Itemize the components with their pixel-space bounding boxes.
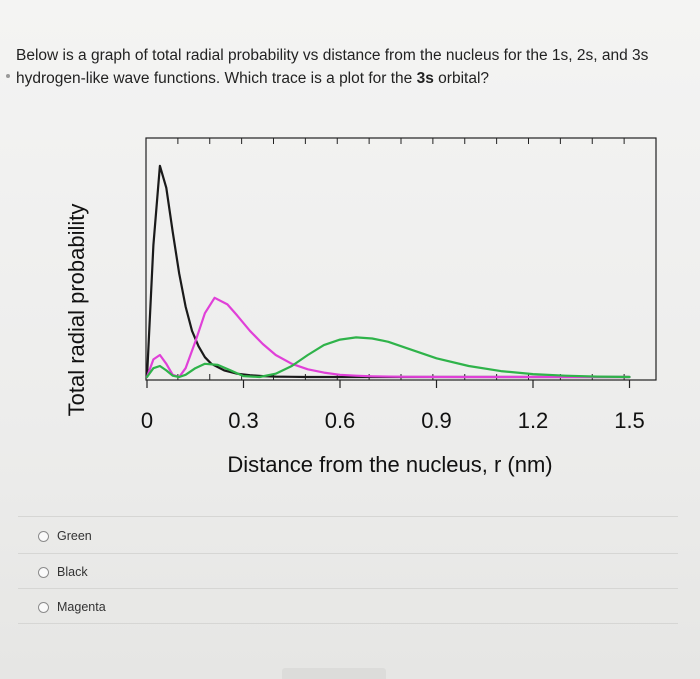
radio-button[interactable] xyxy=(38,601,49,613)
x-tick-label: 0.6 xyxy=(325,408,356,433)
separator xyxy=(18,623,678,624)
radio-button[interactable] xyxy=(38,566,49,578)
question-text-part: Below is a graph of total radial probabi… xyxy=(16,47,649,87)
y-axis-label: Total radial probability xyxy=(64,204,89,417)
option-label: Green xyxy=(57,529,92,543)
bullet-dot xyxy=(6,74,10,78)
series-line-green xyxy=(145,336,631,379)
series-line-black xyxy=(145,164,631,379)
radial-probability-chart: Total radial probability Distance from t… xyxy=(50,110,670,490)
x-tick-label: 0.9 xyxy=(421,408,452,433)
option-green[interactable]: Green xyxy=(38,526,92,546)
x-tick-label: 0 xyxy=(141,408,153,433)
separator xyxy=(18,588,678,589)
separator xyxy=(18,553,678,554)
plot-frame xyxy=(145,137,657,381)
next-button[interactable] xyxy=(282,668,386,679)
x-axis-label: Distance from the nucleus, r (nm) xyxy=(227,452,552,477)
option-label: Black xyxy=(57,565,88,579)
option-magenta[interactable]: Magenta xyxy=(38,597,106,617)
option-black[interactable]: Black xyxy=(38,562,88,582)
x-tick-label: 1.2 xyxy=(518,408,549,433)
chart-svg: Total radial probability Distance from t… xyxy=(64,137,657,477)
question-text: Below is a graph of total radial probabi… xyxy=(16,44,676,90)
option-label: Magenta xyxy=(57,600,106,614)
question-text-end: orbital? xyxy=(433,70,490,87)
x-tick-label: 1.5 xyxy=(614,408,645,433)
radio-button[interactable] xyxy=(38,530,49,542)
separator xyxy=(18,516,678,517)
question-bold-term: 3s xyxy=(416,70,434,87)
x-tick-label: 0.3 xyxy=(228,408,259,433)
